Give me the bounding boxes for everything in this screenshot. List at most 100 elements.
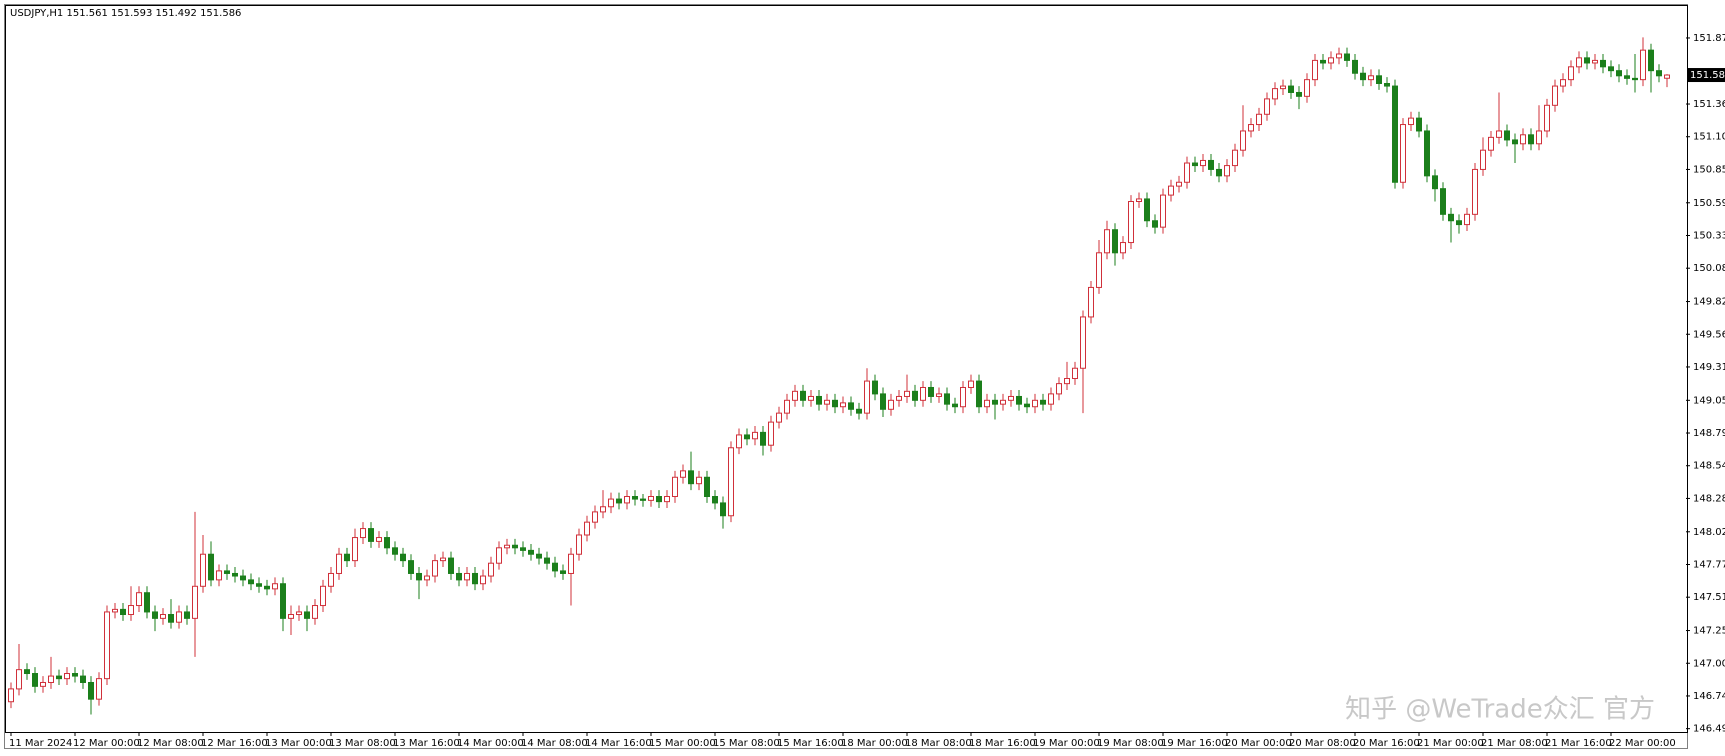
- candle-body: [88, 681, 94, 700]
- candle-body: [208, 553, 214, 581]
- candle-body: [1120, 242, 1126, 254]
- candle-body: [1272, 88, 1278, 100]
- candle-body: [1600, 59, 1606, 68]
- candle-body: [824, 399, 830, 405]
- candle-body: [488, 562, 494, 577]
- candle-body: [1256, 113, 1262, 126]
- watermark: 知乎 @WeTrade众汇 官方: [1345, 695, 1655, 725]
- candle-body: [1480, 149, 1486, 170]
- candle-body: [368, 528, 374, 542]
- candle-body: [1528, 134, 1534, 145]
- candle-body: [248, 579, 254, 585]
- candle-body: [664, 496, 670, 503]
- candle-body: [1592, 59, 1598, 64]
- candle-body: [1288, 85, 1294, 93]
- candle-body: [1504, 130, 1510, 141]
- y-tick-label: 150.080: [1693, 263, 1725, 274]
- candle-body: [1384, 82, 1390, 87]
- candle-body: [1024, 403, 1030, 408]
- candle-body: [24, 669, 30, 675]
- candle-body: [984, 399, 990, 408]
- candle-body: [320, 585, 326, 607]
- candle-body: [1624, 75, 1630, 79]
- candle-body: [416, 572, 422, 581]
- x-tick-label: 15 Mar 00:00: [649, 738, 716, 749]
- candle-body: [1016, 395, 1022, 405]
- candle-body: [496, 547, 502, 564]
- y-tick-label: 151.360: [1693, 99, 1725, 110]
- candle-body: [64, 673, 70, 680]
- candle-body: [552, 562, 558, 572]
- candle-body: [448, 557, 454, 574]
- candle-body: [648, 496, 654, 501]
- candle-body: [424, 575, 430, 581]
- candle-body: [1632, 77, 1638, 81]
- candle-body: [1176, 181, 1182, 187]
- candle-body: [536, 553, 542, 559]
- candle-body: [1312, 59, 1318, 81]
- candle-body: [168, 614, 174, 623]
- candle-body: [1512, 139, 1518, 145]
- candle-body: [304, 611, 310, 619]
- candle-body: [264, 585, 270, 590]
- candle-body: [776, 412, 782, 423]
- y-tick-label: 147.770: [1693, 559, 1725, 570]
- candle-body: [832, 399, 838, 408]
- candle-body: [904, 390, 910, 397]
- plot-border: [5, 5, 1688, 733]
- x-tick-label: 21 Mar 16:00: [1545, 738, 1612, 749]
- candle-body: [1584, 57, 1590, 64]
- candle-body: [328, 572, 334, 587]
- y-tick-label: 147.255: [1693, 626, 1725, 637]
- candle-body: [344, 553, 350, 562]
- candle-body: [480, 575, 486, 585]
- candle-body: [104, 611, 110, 680]
- x-tick-label: 21 Mar 08:00: [1481, 738, 1548, 749]
- candle-body: [680, 470, 686, 478]
- candle-body: [1192, 162, 1198, 167]
- candle-body: [1368, 75, 1374, 81]
- candle-body: [1616, 70, 1622, 77]
- candle-body: [1088, 286, 1094, 318]
- candle-body: [1112, 229, 1118, 254]
- candle-body: [176, 611, 182, 623]
- candle-body: [272, 583, 278, 590]
- candle-body: [472, 572, 478, 585]
- candle-body: [8, 688, 14, 703]
- candle-body: [1400, 124, 1406, 183]
- candle-body: [768, 421, 774, 446]
- candle-body: [744, 434, 750, 440]
- candle-body: [1096, 252, 1102, 288]
- x-tick-label: 13 Mar 08:00: [329, 738, 396, 749]
- candle-body: [1184, 162, 1190, 183]
- candle-body: [184, 611, 190, 619]
- candle-body: [1336, 53, 1342, 59]
- y-tick-label: 147.000: [1693, 658, 1725, 669]
- candle-body: [872, 380, 878, 395]
- candle-body: [696, 476, 702, 485]
- x-tick-label: 19 Mar 08:00: [1097, 738, 1164, 749]
- candle-body: [1128, 201, 1134, 244]
- candle-body: [1232, 149, 1238, 167]
- candle-body: [144, 592, 150, 613]
- candle-body: [528, 549, 534, 555]
- candle-body: [1360, 72, 1366, 81]
- candle-body: [792, 390, 798, 401]
- y-tick-label: 149.050: [1693, 395, 1725, 406]
- candle-body: [656, 496, 662, 503]
- y-tick-label: 149.565: [1693, 329, 1725, 340]
- candle-body: [1072, 367, 1078, 380]
- candle-body: [720, 502, 726, 517]
- candle-body: [136, 592, 142, 607]
- candle-body: [256, 583, 262, 587]
- candle-body: [1000, 399, 1006, 405]
- y-tick-label: 148.025: [1693, 527, 1725, 538]
- x-tick-label: 15 Mar 16:00: [777, 738, 844, 749]
- x-tick-label: 18 Mar 08:00: [905, 738, 972, 749]
- candle-body: [408, 560, 414, 574]
- candle-body: [1160, 194, 1166, 228]
- candle-body: [1536, 130, 1542, 145]
- candle-body: [1568, 66, 1574, 81]
- x-tick-label: 14 Mar 00:00: [457, 738, 524, 749]
